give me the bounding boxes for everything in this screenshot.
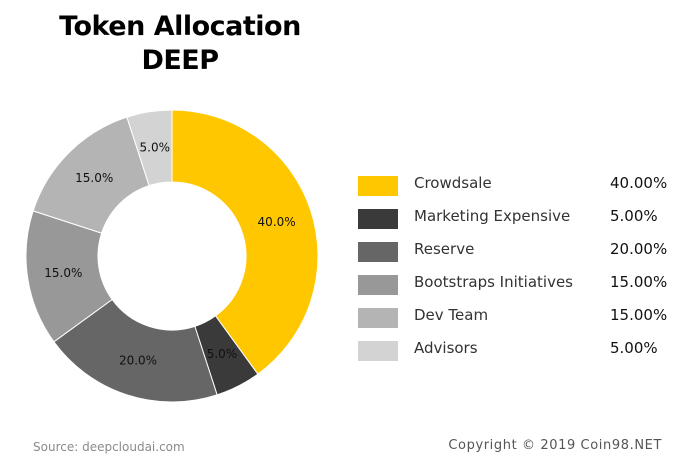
legend-item-dev-team: Dev Team 15.00% bbox=[358, 302, 678, 335]
source-note: Source: deepcloudai.com bbox=[33, 440, 185, 454]
legend-item-reserve: Reserve 20.00% bbox=[358, 236, 678, 269]
donut-slice-crowdsale bbox=[171, 109, 319, 375]
legend-value-crowdsale: 40.00% bbox=[610, 174, 668, 192]
legend-item-crowdsale: Crowdsale 40.00% bbox=[358, 170, 678, 203]
legend-label-dev-team: Dev Team bbox=[414, 306, 489, 324]
legend-value-reserve: 20.00% bbox=[610, 240, 668, 258]
legend-label-advisors: Advisors bbox=[414, 339, 478, 357]
slice-label-dev-team: 15.0% bbox=[75, 171, 113, 185]
legend-swatch-bootstraps-initiatives bbox=[358, 275, 398, 295]
legend-value-advisors: 5.00% bbox=[610, 339, 658, 357]
legend-value-marketing-expensive: 5.00% bbox=[610, 207, 658, 225]
slice-label-bootstraps-initiatives: 15.0% bbox=[44, 266, 82, 280]
legend-item-marketing-expensive: Marketing Expensive 5.00% bbox=[358, 203, 678, 236]
slice-label-reserve: 20.0% bbox=[119, 354, 157, 368]
legend-item-advisors: Advisors 5.00% bbox=[358, 335, 678, 368]
donut-slice-advisors bbox=[126, 109, 173, 187]
slice-label-advisors: 5.0% bbox=[140, 140, 171, 154]
slice-label-marketing-expensive: 5.0% bbox=[207, 347, 238, 361]
donut-slice-reserve bbox=[53, 298, 218, 403]
legend-swatch-advisors bbox=[358, 341, 398, 361]
slice-label-crowdsale: 40.0% bbox=[258, 215, 296, 229]
legend-value-bootstraps-initiatives: 15.00% bbox=[610, 273, 668, 291]
chart-title: Token Allocation bbox=[59, 11, 301, 42]
legend-swatch-marketing-expensive bbox=[358, 209, 398, 229]
legend-label-marketing-expensive: Marketing Expensive bbox=[414, 207, 571, 225]
legend-item-bootstraps-initiatives: Bootstraps Initiatives 15.00% bbox=[358, 269, 678, 302]
legend-label-crowdsale: Crowdsale bbox=[414, 174, 492, 192]
legend-value-dev-team: 15.00% bbox=[610, 306, 668, 324]
chart-subtitle: DEEP bbox=[141, 45, 219, 76]
chart-title-block: Token Allocation DEEP bbox=[0, 10, 360, 78]
copyright-note: Copyright © 2019 Coin98.NET bbox=[448, 438, 662, 453]
legend-label-bootstraps-initiatives: Bootstraps Initiatives bbox=[414, 273, 573, 291]
legend-swatch-crowdsale bbox=[358, 176, 398, 196]
legend-swatch-reserve bbox=[358, 242, 398, 262]
legend: Crowdsale 40.00% Marketing Expensive 5.0… bbox=[358, 170, 678, 368]
legend-label-reserve: Reserve bbox=[414, 240, 475, 258]
legend-swatch-dev-team bbox=[358, 308, 398, 328]
